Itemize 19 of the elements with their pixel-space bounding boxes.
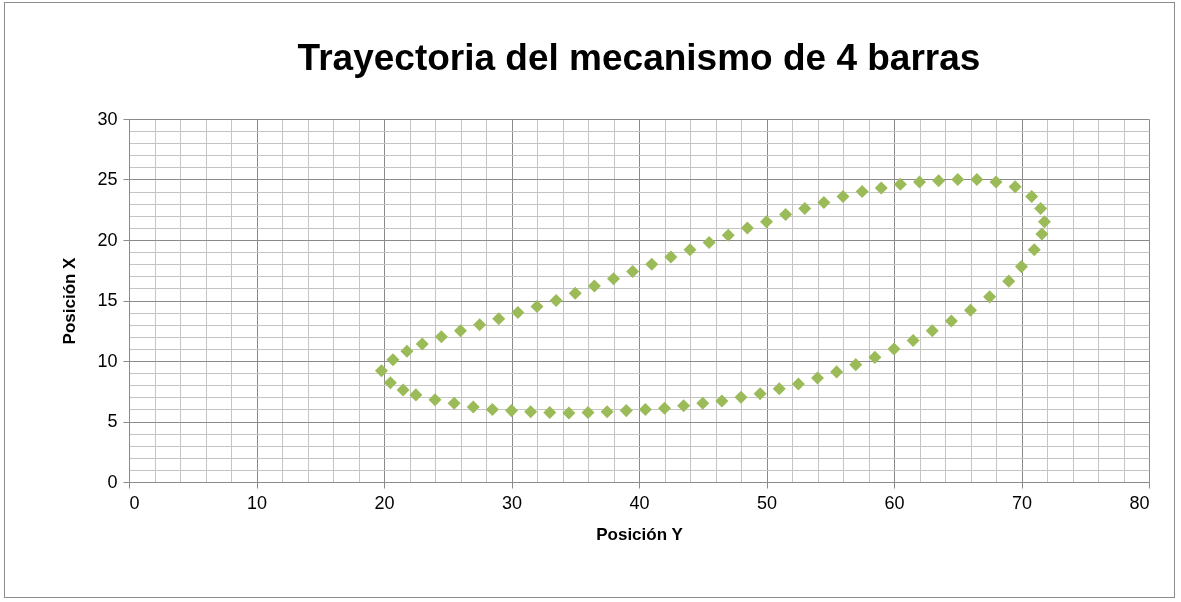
x-axis-title: Posición Y — [596, 524, 684, 544]
y-tick-label: 5 — [107, 411, 118, 431]
x-tick-label: 60 — [884, 492, 905, 513]
x-tick-label: 40 — [629, 492, 650, 513]
x-tick-label: 50 — [756, 492, 778, 513]
chart-title: Trayectoria del mecanismo de 4 barras — [297, 37, 981, 78]
x-tick-label: 0 — [129, 492, 140, 513]
y-axis-title: Posición X — [60, 256, 80, 345]
y-tick-label: 20 — [97, 229, 118, 250]
y-tick-label: 0 — [107, 471, 118, 492]
y-tick-label: 30 — [97, 108, 118, 129]
x-tick-label: 70 — [1011, 492, 1033, 513]
x-tick-label: 30 — [501, 492, 523, 513]
y-tick-label: 25 — [97, 169, 118, 189]
y-tick-label: 15 — [97, 290, 118, 310]
x-tick-label: 80 — [1129, 492, 1150, 513]
y-tick-label: 10 — [97, 350, 118, 371]
x-tick-label: 20 — [374, 492, 395, 513]
x-tick-label: 10 — [246, 492, 268, 513]
